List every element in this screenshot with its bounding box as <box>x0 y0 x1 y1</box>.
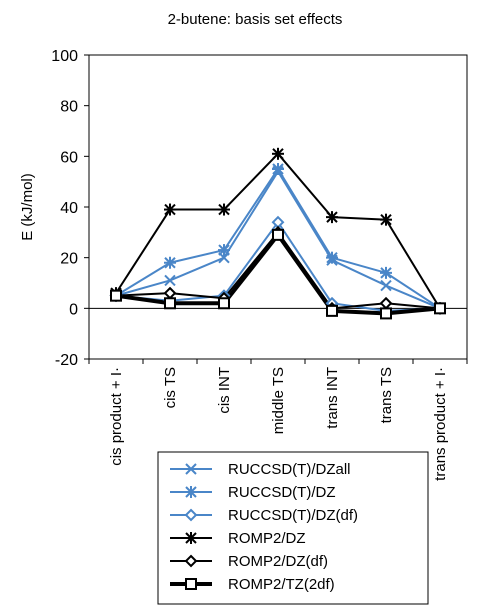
x-tick-label: trans INT <box>324 367 341 429</box>
data-point-marker <box>379 296 393 310</box>
data-point-marker <box>434 302 446 315</box>
legend-item: RUCCSD(T)/DZ <box>170 484 335 501</box>
legend-marker <box>184 508 198 522</box>
plot-area <box>88 54 468 360</box>
legend-marker <box>184 554 198 568</box>
data-point-marker <box>380 266 392 279</box>
y-axis-label: E (kJ/mol) <box>19 173 36 241</box>
data-point-marker <box>272 228 284 241</box>
legend-item: ROMP2/DZ(df) <box>170 553 328 570</box>
data-point-marker <box>110 289 122 302</box>
legend-box <box>157 451 429 605</box>
series-line <box>115 231 441 310</box>
y-tick-label: 60 <box>60 149 78 166</box>
legend-marker <box>185 532 197 544</box>
legend-label: ROMP2/DZ <box>228 530 306 547</box>
data-point-marker <box>218 297 230 310</box>
y-tick-label: 80 <box>60 99 78 116</box>
y-tick-label: 40 <box>60 200 78 217</box>
data-point-marker <box>164 297 176 310</box>
y-tick-label: -20 <box>55 352 78 369</box>
x-tick-label: trans TS <box>378 367 395 423</box>
x-tick-label: middle TS <box>270 367 287 434</box>
legend: RUCCSD(T)/DZall RUCCSD(T)/DZ RUCCSD(T)/DZ(… <box>170 461 358 593</box>
data-point-marker <box>380 213 392 226</box>
x-tick-label: trans product + I· <box>432 367 449 481</box>
data-point-marker <box>380 279 392 292</box>
data-point-marker <box>380 307 392 320</box>
legend-item: ROMP2/TZ(2df) <box>170 576 335 593</box>
x-tick-label: cis TS <box>162 367 179 408</box>
chart-title: 2-butene: basis set effects <box>168 11 343 28</box>
data-point-marker <box>218 244 230 257</box>
legend-label: ROMP2/DZ(df) <box>228 553 328 570</box>
y-axis-ticks: -20 0 20 40 60 80 100 <box>51 48 89 369</box>
y-tick-label: 0 <box>69 301 78 318</box>
legend-label: RUCCSD(T)/DZ <box>228 484 335 501</box>
legend-label: RUCCSD(T)/DZall <box>228 461 351 478</box>
x-tick-label: cis product + I· <box>108 367 125 466</box>
y-tick-label: 20 <box>60 251 78 268</box>
data-point-marker <box>164 256 176 269</box>
legend-item: ROMP2/DZ <box>170 530 306 547</box>
data-point-marker <box>272 163 284 175</box>
y-tick-label: 100 <box>51 48 78 65</box>
series-markers <box>109 147 447 320</box>
legend-marker <box>185 463 197 475</box>
x-axis-ticks: cis product + I· cis TS cis INT middle TS tr… <box>88 359 468 481</box>
legend-item: RUCCSD(T)/DZall <box>170 461 351 478</box>
data-point-marker <box>218 203 230 216</box>
data-point-marker <box>326 304 338 317</box>
legend-marker <box>185 578 197 590</box>
data-point-marker <box>164 203 176 216</box>
legend-item: RUCCSD(T)/DZ(df) <box>170 507 358 524</box>
legend-label: ROMP2/TZ(2df) <box>228 576 335 593</box>
legend-label: RUCCSD(T)/DZ(df) <box>228 507 358 524</box>
data-point-marker <box>163 286 177 300</box>
data-point-marker <box>326 251 338 264</box>
legend-marker <box>185 486 197 498</box>
x-tick-label: cis INT <box>216 367 233 414</box>
data-point-marker <box>164 274 176 287</box>
data-point-marker <box>272 147 284 160</box>
data-point-marker <box>326 211 338 224</box>
